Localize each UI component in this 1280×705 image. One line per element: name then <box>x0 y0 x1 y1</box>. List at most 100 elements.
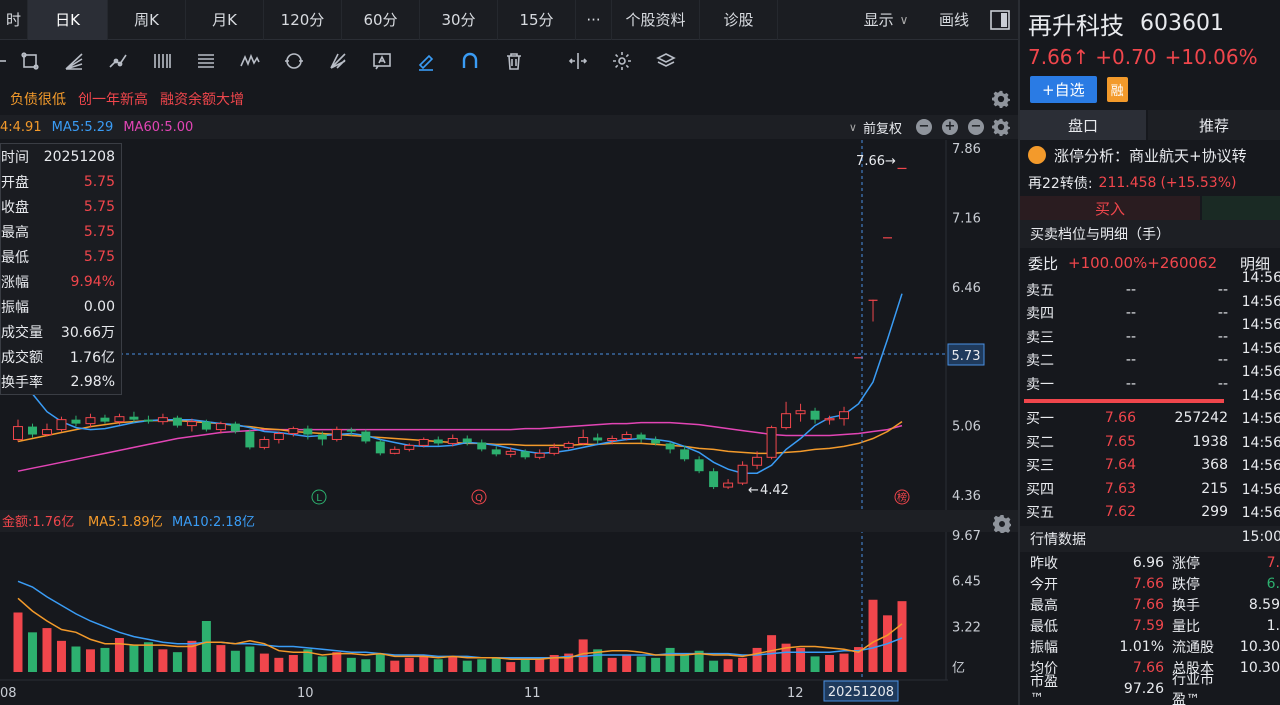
draw-line-button[interactable]: 画线 <box>938 11 969 29</box>
candle <box>795 403 806 422</box>
tab-recommend[interactable]: 推荐 <box>1148 110 1280 140</box>
tab-60min[interactable]: 60分 <box>342 0 420 40</box>
fibonacci-icon[interactable] <box>184 40 228 82</box>
candle <box>752 451 763 470</box>
trend-line-icon[interactable] <box>96 40 140 82</box>
market-value: 7.66 <box>1132 596 1164 613</box>
delete-icon[interactable] <box>492 40 536 82</box>
detail-time: 14:56 <box>1241 411 1280 427</box>
buy-tab[interactable]: 买入 <box>1020 196 1200 220</box>
volume-bar <box>42 628 52 672</box>
cycle-icon[interactable] <box>272 40 316 82</box>
tab-weekly-k[interactable]: 周K <box>108 0 186 40</box>
market-key: 今开 <box>1030 576 1058 593</box>
tab-order-book[interactable]: 盘口 <box>1020 110 1146 140</box>
bond-name[interactable]: 再22转债: <box>1028 176 1093 192</box>
volume-bar <box>433 659 443 672</box>
bid-row[interactable]: 买二 7.65 1938 <box>1020 430 1230 454</box>
x-label-11: 11 <box>524 686 541 701</box>
tab-stock-profile[interactable]: 个股资料 <box>612 0 700 40</box>
close-indicator-icon[interactable]: − <box>968 119 984 135</box>
stock-pct: +10.06% <box>1164 45 1258 69</box>
tag-year-high[interactable]: 创一年新高 <box>78 92 148 108</box>
info-value: 1.76亿 <box>69 349 115 366</box>
crop-tool-icon[interactable] <box>8 40 52 82</box>
display-dropdown[interactable]: 显示 ∨ <box>846 0 926 40</box>
layers-icon[interactable] <box>644 40 688 82</box>
high-arrow-icon: → <box>885 154 896 169</box>
candle <box>230 421 240 434</box>
chevron-down-icon[interactable]: ∨ <box>848 120 857 134</box>
tag-margin-increase[interactable]: 融资余额大增 <box>160 92 244 108</box>
candle <box>41 423 52 437</box>
margin-badge: 融 <box>1106 76 1128 102</box>
marker-rank[interactable]: 榜 <box>894 489 910 505</box>
bid-row[interactable]: 买四 7.63 215 <box>1020 477 1230 501</box>
level-volume: -- <box>1217 375 1228 392</box>
tab-15min[interactable]: 15分 <box>498 0 576 40</box>
price-tick-label: 6.46 <box>952 281 981 296</box>
info-value: 2.98% <box>70 373 115 390</box>
market-key: 换手 <box>1172 597 1200 614</box>
ma-gear-icon[interactable] <box>992 118 1010 136</box>
ask-row[interactable]: 卖四 -- -- <box>1020 302 1230 326</box>
zoom-in-icon[interactable]: + <box>942 119 958 135</box>
range-select-icon[interactable] <box>556 40 600 82</box>
bid-row[interactable]: 买一 7.66 257242 <box>1020 407 1230 431</box>
tab-daily-k[interactable]: 日K <box>28 0 108 40</box>
partial-tool-icon[interactable] <box>0 40 8 82</box>
tab-diagnosis[interactable]: 诊股 <box>700 0 778 40</box>
candle <box>273 431 284 444</box>
tags-gear-icon[interactable] <box>992 90 1010 108</box>
info-value: 5.75 <box>83 198 115 215</box>
ask-row[interactable]: 卖三 -- -- <box>1020 325 1230 349</box>
volume-bar <box>245 646 255 672</box>
limit-up-analysis[interactable]: 涨停分析：商业航天+协议转 <box>1054 146 1247 165</box>
volume-bar <box>564 653 574 672</box>
market-key: 涨停 <box>1172 555 1200 572</box>
kline-chart[interactable]: 7.867.166.465.064.36 5.73 7.66 → ← 4.42 … <box>0 140 1018 705</box>
magnet-icon[interactable] <box>448 40 492 82</box>
wave-icon[interactable] <box>228 40 272 82</box>
add-watchlist-button[interactable]: +自选 <box>1030 75 1097 103</box>
sell-tab[interactable] <box>1202 196 1280 220</box>
tab-120min[interactable]: 120分 <box>264 0 342 40</box>
candle <box>883 237 893 239</box>
highlighter-icon[interactable] <box>404 40 448 82</box>
fan-line-icon[interactable] <box>52 40 96 82</box>
bid-row[interactable]: 买五 7.62 299 <box>1020 501 1230 525</box>
level-label: 买二 <box>1026 434 1054 451</box>
tab-timeshare[interactable]: 时 <box>0 0 28 40</box>
zoom-out-icon[interactable]: − <box>916 119 932 135</box>
info-key: 振幅 <box>1 299 29 316</box>
level-volume: -- <box>1217 352 1228 369</box>
bid-row[interactable]: 买三 7.64 368 <box>1020 454 1230 478</box>
text-annotation-icon[interactable] <box>360 40 404 82</box>
candle <box>477 439 487 452</box>
tab-more[interactable]: ··· <box>576 0 612 40</box>
settings-gear-icon[interactable] <box>600 40 644 82</box>
detail-time: 14:56 <box>1241 364 1280 380</box>
gann-icon[interactable] <box>316 40 360 82</box>
marker-l[interactable]: L <box>311 489 327 505</box>
tag-low-debt[interactable]: 负债很低 <box>10 92 66 108</box>
price-tick-label: 5.06 <box>952 420 981 435</box>
parallel-lines-icon[interactable] <box>140 40 184 82</box>
market-row: 均价 7.66 总股本 10.30 <box>1020 657 1280 678</box>
tab-monthly-k[interactable]: 月K <box>186 0 264 40</box>
tab-30min[interactable]: 30分 <box>420 0 498 40</box>
volume-gear-icon[interactable] <box>993 515 1011 533</box>
marker-q[interactable]: Q <box>471 489 487 505</box>
ask-row[interactable]: 卖二 -- -- <box>1020 349 1230 373</box>
detail-time: 14:56 <box>1241 340 1280 357</box>
panel-toggle-icon[interactable] <box>982 0 1018 40</box>
ask-row[interactable]: 卖五 -- -- <box>1020 278 1230 302</box>
adjust-mode-dropdown[interactable]: 前复权 <box>862 121 902 137</box>
candle <box>172 415 182 428</box>
volume-bar <box>491 657 501 672</box>
level-price: -- <box>1125 375 1136 392</box>
detail-time: 15:00 <box>1241 528 1280 545</box>
candle <box>723 479 734 490</box>
ask-row[interactable]: 卖一 -- -- <box>1020 372 1230 396</box>
